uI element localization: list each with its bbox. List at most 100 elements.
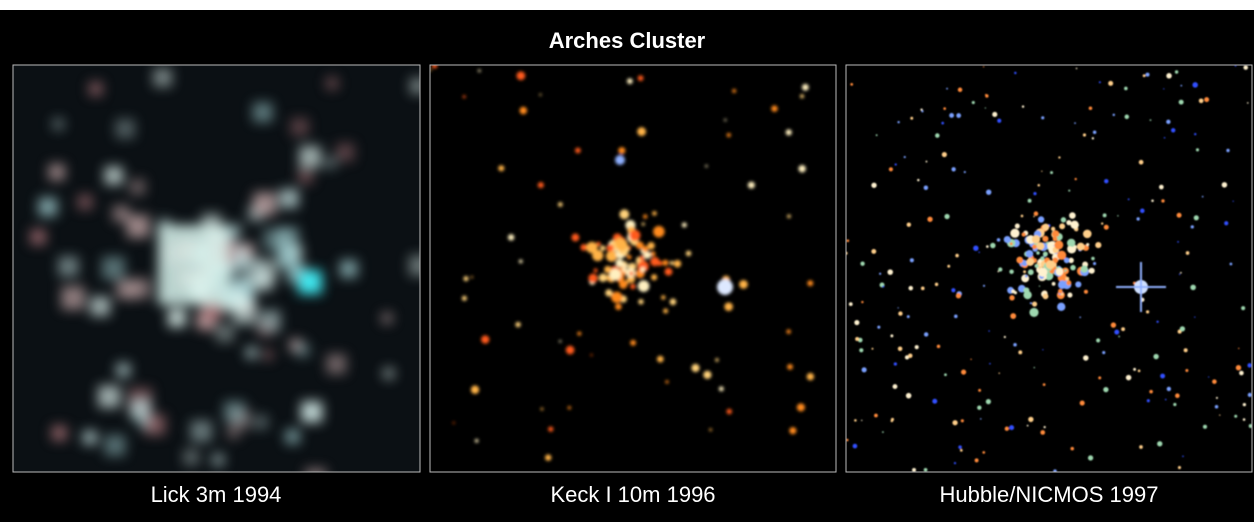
star xyxy=(1021,260,1028,267)
star xyxy=(1114,329,1120,335)
star xyxy=(1163,88,1165,90)
star xyxy=(846,438,849,442)
star xyxy=(1093,262,1097,266)
star xyxy=(615,259,624,268)
star xyxy=(1195,148,1200,152)
star xyxy=(909,258,914,263)
star xyxy=(1161,199,1165,203)
star xyxy=(1070,264,1076,271)
star xyxy=(882,285,885,288)
star xyxy=(116,362,131,378)
star xyxy=(661,295,666,300)
star xyxy=(1091,137,1095,140)
star xyxy=(643,251,652,259)
star xyxy=(877,325,881,329)
star xyxy=(1027,198,1032,203)
star xyxy=(77,194,93,210)
star xyxy=(1031,235,1041,244)
star xyxy=(1102,213,1107,218)
star xyxy=(1010,228,1020,238)
star xyxy=(1178,273,1181,276)
star xyxy=(1157,441,1163,447)
star xyxy=(1066,220,1072,226)
star xyxy=(653,225,665,238)
star xyxy=(1033,211,1039,217)
star xyxy=(1040,256,1045,261)
star xyxy=(897,346,903,352)
star xyxy=(854,419,857,422)
star xyxy=(861,300,864,304)
star xyxy=(383,368,394,379)
star xyxy=(575,147,581,154)
star xyxy=(1243,65,1248,70)
star xyxy=(871,248,877,254)
star xyxy=(996,238,1001,242)
star xyxy=(1180,271,1182,274)
star xyxy=(381,313,393,324)
star xyxy=(1009,425,1015,431)
star xyxy=(640,266,646,273)
star xyxy=(518,259,523,264)
star xyxy=(656,355,664,363)
star xyxy=(1112,113,1116,117)
star xyxy=(1214,405,1219,409)
star xyxy=(626,78,633,85)
star xyxy=(61,286,85,310)
star xyxy=(1023,270,1027,274)
star xyxy=(921,110,924,113)
star xyxy=(906,315,910,319)
star xyxy=(946,87,948,90)
star xyxy=(557,202,563,207)
star xyxy=(1075,281,1082,288)
star xyxy=(715,358,719,362)
star xyxy=(771,105,778,112)
star xyxy=(1136,217,1140,221)
star xyxy=(1235,365,1242,371)
star xyxy=(1063,257,1070,264)
star xyxy=(1042,235,1049,242)
star xyxy=(1125,374,1132,381)
star xyxy=(1103,224,1109,230)
star xyxy=(637,280,650,292)
star xyxy=(917,178,920,182)
star xyxy=(1057,302,1066,312)
star xyxy=(605,250,618,262)
star xyxy=(1037,183,1041,187)
star xyxy=(709,428,712,432)
star xyxy=(970,358,972,361)
star xyxy=(907,353,913,359)
star xyxy=(279,189,299,208)
star xyxy=(1163,136,1166,139)
star xyxy=(326,354,347,374)
star xyxy=(1059,223,1066,230)
star xyxy=(30,229,46,245)
star xyxy=(890,417,895,422)
star xyxy=(669,260,674,266)
star xyxy=(1170,128,1176,133)
star xyxy=(1248,423,1252,429)
star xyxy=(956,113,962,118)
star xyxy=(703,370,712,379)
star xyxy=(1057,250,1067,260)
star xyxy=(871,182,877,188)
star xyxy=(1032,301,1038,307)
star xyxy=(1224,221,1229,226)
star xyxy=(1066,280,1072,286)
title: Arches Cluster xyxy=(549,28,706,53)
star xyxy=(519,106,528,115)
star xyxy=(860,261,865,266)
star xyxy=(954,314,958,319)
star xyxy=(642,245,649,253)
star xyxy=(590,353,593,357)
star xyxy=(1127,198,1130,201)
star xyxy=(639,255,645,261)
star xyxy=(787,363,793,370)
star xyxy=(1238,347,1240,350)
star xyxy=(861,367,867,373)
star xyxy=(1032,244,1037,250)
star xyxy=(1194,316,1196,318)
star xyxy=(910,116,914,120)
star xyxy=(1091,256,1095,261)
star-field xyxy=(846,65,1252,472)
